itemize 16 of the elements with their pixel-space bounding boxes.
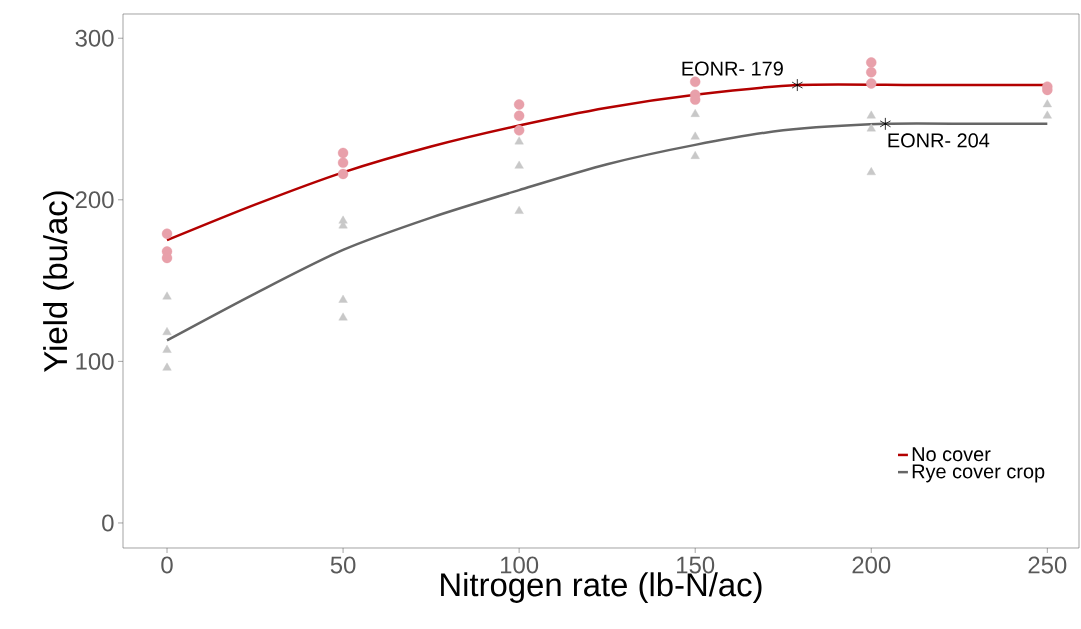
x-axis-title: Nitrogen rate (lb-N/ac) (441, 572, 762, 603)
y-tick-label: 200 (75, 191, 114, 209)
y-tick-label: 100 (76, 352, 114, 370)
x-tick-label: 150 (677, 556, 715, 574)
x-tick-label: 250 (1028, 556, 1067, 574)
x-tick-label: 50 (330, 556, 356, 574)
x-tick-label: 100 (501, 556, 539, 574)
legend-label: Rye cover crop (912, 464, 1045, 483)
x-tick-label: 0 (161, 556, 173, 574)
y-axis-title: Yield (bu/ac) (43, 191, 74, 372)
annotation: EONR- 179 (682, 61, 783, 76)
y-tick-label: 300 (75, 29, 114, 47)
x-tick-label: 200 (852, 556, 891, 574)
annotation: EONR- 204 (888, 133, 990, 148)
legend-label: No cover (912, 447, 991, 462)
y-tick-label: 0 (102, 514, 114, 532)
